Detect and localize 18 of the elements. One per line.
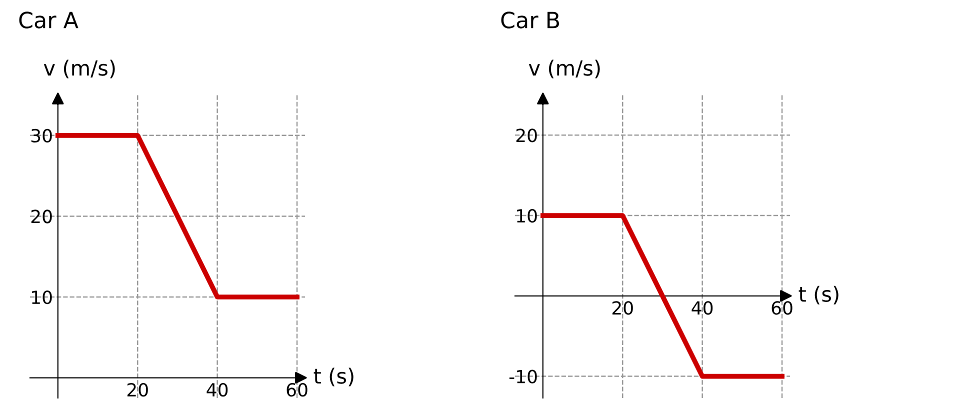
- x-axis-title: t (s): [798, 286, 838, 304]
- x-axis-title: t (s): [314, 368, 354, 386]
- x-tick-label: 20: [612, 301, 633, 315]
- x-tick-label: 20: [127, 382, 148, 397]
- y-axis-title: v (m/s): [528, 60, 600, 78]
- y-tick-label: 30: [31, 128, 52, 143]
- y-tick-label: 10: [517, 209, 537, 223]
- x-tick-label: 40: [692, 301, 713, 315]
- x-tick-label: 60: [772, 301, 792, 315]
- x-tick-label: 60: [286, 382, 308, 397]
- y-axis-title: v (m/s): [44, 60, 115, 78]
- y-tick-label: 20: [31, 210, 52, 224]
- chart-title: Car A: [19, 12, 78, 28]
- y-tick-label: -10: [509, 370, 537, 384]
- y-tick-label: 20: [516, 128, 537, 142]
- chart-title: Car B: [501, 12, 560, 28]
- x-tick-label: 40: [206, 382, 228, 397]
- y-tick-label: 10: [32, 290, 52, 304]
